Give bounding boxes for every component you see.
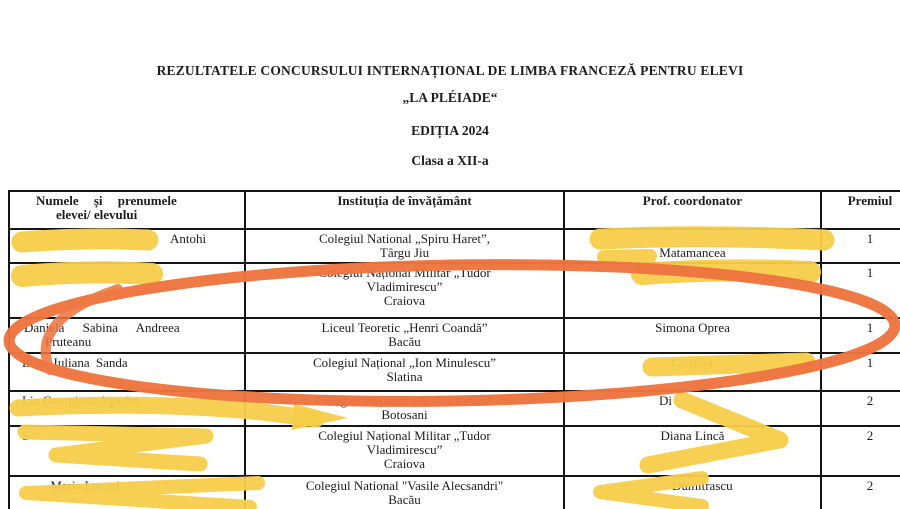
coordinator-name: Matamancea bbox=[659, 245, 726, 260]
contest-name: „LA PLÉIADE“ bbox=[402, 90, 498, 105]
prize-value: 2 bbox=[820, 390, 900, 427]
coordinator-name: Cristina bbox=[671, 355, 714, 370]
prize-value: 2 bbox=[820, 425, 900, 477]
student-name: Lia Georgiana Agache bbox=[22, 393, 139, 408]
header-name: Numele și prenumele elevei/ elevului bbox=[8, 190, 246, 230]
institution: Liceul Teoretic „Henri Coandă” bbox=[321, 320, 488, 335]
prize-value: 2 bbox=[820, 475, 900, 509]
coordinator-name: Diana Lincă bbox=[660, 428, 725, 443]
coordinator-name: Di bbox=[659, 393, 672, 408]
edition-label: EDIȚIA 2024 bbox=[411, 123, 489, 138]
prize-value: 1 bbox=[820, 352, 900, 392]
student-name: -Maria Lucaci bbox=[46, 478, 120, 493]
table-row: -Maria Lucaci Colegiul National "Vasile … bbox=[8, 475, 900, 509]
table-row: Lia Georgiana Agache Colegiul Național „… bbox=[8, 390, 900, 427]
table-header-row: Numele și prenumele elevei/ elevului Ins… bbox=[8, 190, 900, 230]
prize-value: 1 bbox=[820, 228, 900, 264]
prize-value: 1 bbox=[820, 317, 900, 354]
document-title: REZULTATELE CONCURSULUI INTERNAȚIONAL DE… bbox=[156, 63, 744, 78]
institution: Colegiul Național Militar „Tudor bbox=[318, 265, 491, 280]
class-label: Clasa a XII-a bbox=[411, 153, 489, 168]
coordinator-name: Dumitrascu bbox=[672, 478, 733, 493]
header-coordinator: Prof. coordonator bbox=[563, 190, 822, 230]
results-table: Numele și prenumele elevei/ elevului Ins… bbox=[8, 190, 900, 509]
institution: Colegiul Național „Ion Minulescu” bbox=[312, 355, 497, 370]
coordinator-name: Simona Oprea bbox=[655, 320, 730, 335]
table-row: Bran Iuliana Sanda Colegiul Național „Io… bbox=[8, 352, 900, 392]
student-name: Daniela Sabina Andreea bbox=[24, 320, 180, 335]
institution: Colegiul National „Spiru Haret”, bbox=[318, 231, 491, 246]
table-row: Antohi Colegiul National „Spiru Haret”, … bbox=[8, 228, 900, 264]
header-prize: Premiul bbox=[820, 190, 900, 230]
table-row: S Colegiul Național Militar „Tudor Vladi… bbox=[8, 425, 900, 477]
table-row-circled: Daniela Sabina Andreea Pruteanu Liceul T… bbox=[8, 317, 900, 354]
prize-value: 1 bbox=[820, 262, 900, 319]
institution: Colegiul Național Militar „Tudor bbox=[318, 428, 491, 443]
table-row: Colegiul Național Militar „Tudor Vladimi… bbox=[8, 262, 900, 319]
institution: Colegiul Național „A. T. Laurian” bbox=[315, 393, 494, 408]
institution: Colegiul National "Vasile Alecsandri" bbox=[305, 478, 504, 493]
student-name: Bran Iuliana Sanda bbox=[22, 355, 128, 370]
student-name: Antohi bbox=[170, 231, 207, 246]
header-institution: Instituția de învățământ bbox=[244, 190, 565, 230]
student-name: S bbox=[22, 428, 30, 443]
